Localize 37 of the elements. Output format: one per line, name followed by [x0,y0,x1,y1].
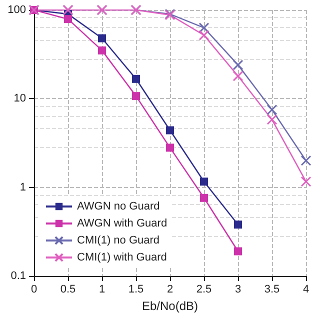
point [266,114,278,125]
point [132,92,140,100]
legend-label: AWGN with Guard [77,218,168,230]
x-axis-title: Eb/No(dB) [142,299,198,313]
point [300,176,312,187]
x-tick-label: 0.5 [60,284,76,296]
point [232,70,244,82]
point [166,144,174,152]
y-tick-label: 10 [14,92,26,105]
point [132,74,140,83]
y-tick-label: 0.1 [10,270,26,282]
x-tick-label: 2.5 [196,284,212,296]
y-tick-label: 100 [8,4,26,16]
point [98,34,106,42]
x-tick-label: 3 [234,284,242,296]
point [232,60,244,70]
x-tick-label: 0 [30,284,38,296]
y-tick-label: 1 [20,181,26,194]
point [200,194,208,202]
legend-label: CMI(1) no Guard [77,234,160,246]
x-tick-label: 2 [166,284,174,296]
x-tick-label: 1.5 [128,284,144,296]
x-tick-label: 3.5 [264,284,280,296]
legend-label: CMI(1) with Guard [77,252,167,264]
point [266,104,278,115]
x-tick-label: 4 [302,284,310,296]
point [200,178,208,186]
point [300,155,312,166]
x-tick-label: 1 [98,284,106,296]
point [166,126,174,134]
point [234,247,242,256]
point [98,46,106,54]
point [198,22,210,34]
point [234,220,242,229]
legend-label: AWGN no Guard [77,200,160,212]
point [64,15,72,24]
point [198,30,210,40]
